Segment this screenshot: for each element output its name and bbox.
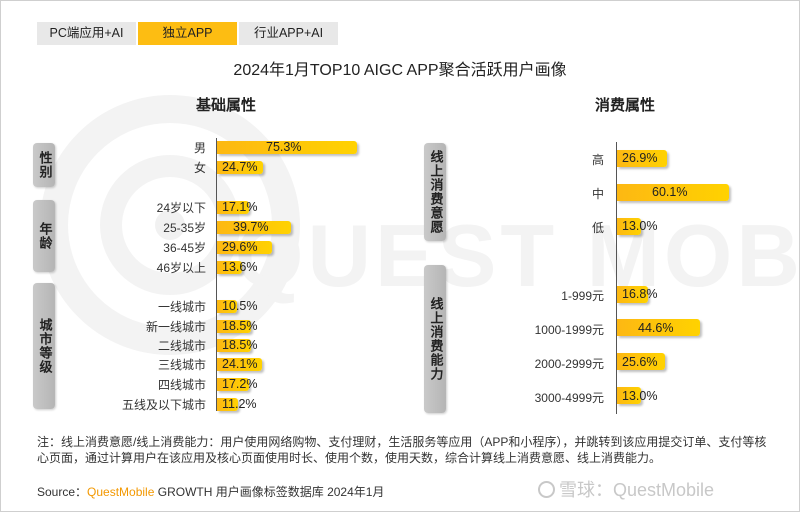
bar-ability-1000-1999 xyxy=(617,319,700,336)
bar-value: 39.7% xyxy=(233,220,269,234)
section-title-basic: 基础属性 xyxy=(196,96,257,114)
xueqiu-text: 雪球：QuestMobile xyxy=(559,480,715,500)
bar-value: 16.8% xyxy=(622,287,658,301)
row-label: 3000-4999元 xyxy=(534,391,604,405)
bar-ability-3000-4999 xyxy=(617,387,641,404)
bar-age-25-35 xyxy=(217,221,291,234)
row-label: 四线城市 xyxy=(157,378,206,392)
source-prefix: Source： xyxy=(37,485,88,499)
bar-ability-1-999 xyxy=(617,286,648,303)
bar-male xyxy=(217,141,357,154)
bar-age-under24 xyxy=(217,201,249,214)
bar-value: 44.6% xyxy=(638,321,674,335)
bar-female xyxy=(217,161,263,174)
row-label: 中 xyxy=(591,187,604,201)
bar-value: 25.6% xyxy=(622,355,658,369)
xueqiu-watermark: 雪球：QuestMobile xyxy=(538,476,714,502)
bar-value: 13.6% xyxy=(222,260,258,274)
bar-city-new-tier1 xyxy=(217,320,251,333)
group-label-willingness: 线上消费意愿 xyxy=(424,143,446,241)
source-suffix: GROWTH 用户画像标签数据库 2024年1月 xyxy=(154,485,385,499)
bar-value: 11.2% xyxy=(222,397,257,411)
bar-city-tier3 xyxy=(217,358,262,371)
xueqiu-logo-icon xyxy=(538,480,555,498)
bar-age-over46 xyxy=(217,261,242,274)
footnote: 注：线上消费意愿/线上消费能力：用户使用网络购物、支付理财，生活服务等应用（AP… xyxy=(37,435,767,465)
section-title-consumption: 消费属性 xyxy=(595,96,656,114)
source-brand: QuestMobile xyxy=(87,485,155,499)
bar-value: 75.3% xyxy=(266,140,302,154)
row-label: 五线及以下城市 xyxy=(121,398,206,412)
bar-value: 26.9% xyxy=(622,151,658,165)
bar-value: 18.5% xyxy=(222,319,258,333)
watermark-logo-dot xyxy=(155,210,185,240)
bar-value: 13.0% xyxy=(622,389,658,403)
bar-value: 17.1% xyxy=(222,200,258,214)
tab-standalone-app[interactable]: 独立APP xyxy=(138,22,237,45)
group-label-age: 年龄 xyxy=(33,200,55,272)
bar-age-36-45 xyxy=(217,241,272,254)
bar-value: 29.6% xyxy=(222,240,258,254)
row-label: 低 xyxy=(591,221,604,235)
bar-value: 10.5% xyxy=(222,299,258,313)
category-tabs: PC端应用+AI 独立APP 行业APP+AI xyxy=(37,22,338,45)
row-label: 46岁以上 xyxy=(156,261,206,275)
watermark-text: QUEST MOBILE xyxy=(235,206,800,305)
bar-willingness-low xyxy=(617,218,641,235)
tab-pc-app-ai[interactable]: PC端应用+AI xyxy=(37,22,136,45)
row-label: 一线城市 xyxy=(157,300,206,314)
row-label: 25-35岁 xyxy=(163,221,206,235)
right-axis-line xyxy=(616,142,617,414)
bar-city-tier2 xyxy=(217,339,251,352)
bar-willingness-high xyxy=(617,150,667,167)
chart-title: 2024年1月TOP10 AIGC APP聚合活跃用户画像 xyxy=(233,62,567,79)
row-label: 女 xyxy=(193,161,206,175)
bar-value: 13.0% xyxy=(622,219,658,233)
bar-willingness-mid xyxy=(617,184,729,201)
group-label-city: 城市等级 xyxy=(33,283,55,409)
bar-ability-2000-2999 xyxy=(617,353,665,370)
bar-city-tier4 xyxy=(217,378,249,391)
row-label: 24岁以下 xyxy=(156,201,206,215)
row-label: 2000-2999元 xyxy=(534,357,604,371)
row-label: 新一线城市 xyxy=(145,320,206,334)
bar-value: 17.2% xyxy=(222,377,258,391)
group-label-gender: 性别 xyxy=(33,143,55,187)
source-line: Source：QuestMobile GROWTH 用户画像标签数据库 2024… xyxy=(37,483,384,500)
row-label: 男 xyxy=(193,141,206,155)
bar-value: 18.5% xyxy=(222,338,258,352)
row-label: 二线城市 xyxy=(157,339,206,353)
row-label: 高 xyxy=(591,153,604,167)
bar-value: 60.1% xyxy=(652,185,688,199)
bar-city-tier1 xyxy=(217,300,237,313)
row-label: 36-45岁 xyxy=(163,241,206,255)
left-axis-line xyxy=(216,138,217,411)
bar-value: 24.7% xyxy=(222,160,258,174)
row-label: 三线城市 xyxy=(157,358,206,372)
row-label: 1-999元 xyxy=(561,289,604,303)
row-label: 1000-1999元 xyxy=(534,323,604,337)
tab-industry-app-ai[interactable]: 行业APP+AI xyxy=(239,22,338,45)
bar-value: 24.1% xyxy=(222,357,258,371)
group-label-ability: 线上消费能力 xyxy=(424,265,446,413)
bar-city-tier5 xyxy=(217,398,238,411)
